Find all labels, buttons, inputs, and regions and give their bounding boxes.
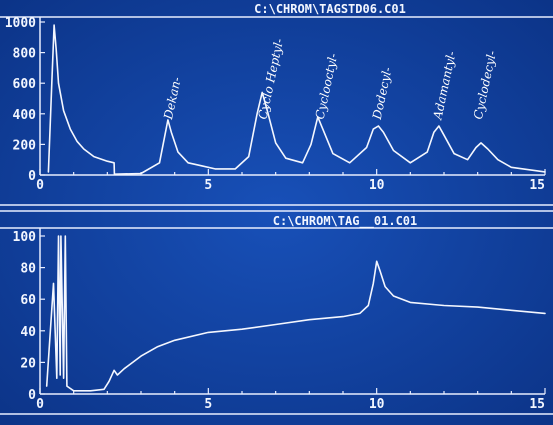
y-tick-label: 200 xyxy=(13,138,37,153)
x-tick-label: 0 xyxy=(36,178,44,193)
x-tick-label: 10 xyxy=(369,178,385,193)
chromatogram-trace xyxy=(47,24,546,175)
y-tick-label: 400 xyxy=(13,108,37,123)
x-tick-label: 0 xyxy=(36,397,44,412)
chart-title: C:\CHROM\TAG__01.C01 xyxy=(273,214,418,229)
y-tick-label: 80 xyxy=(20,262,36,277)
y-tick-label: 0 xyxy=(28,388,36,403)
y-tick-label: 40 xyxy=(20,325,36,340)
y-tick-label: 800 xyxy=(13,47,37,62)
y-tick-label: 1000 xyxy=(5,16,36,31)
bottom-chromatogram-panel: C:\CHROM\TAG__01.C01 0 20 40 60 80 100 0 5 10 15 xyxy=(0,214,553,415)
y-tick-label: 20 xyxy=(20,356,36,371)
x-tick-label: 5 xyxy=(204,397,212,412)
y-tick-label: 600 xyxy=(13,77,37,92)
chromatogram-trace xyxy=(45,235,546,392)
top-chromatogram-panel: C:\CHROM\TAGSTD06.C01 02004006008001000 … xyxy=(0,2,553,212)
x-tick-label: 5 xyxy=(204,178,212,193)
chart-title: C:\CHROM\TAGSTD06.C01 xyxy=(254,2,406,16)
y-tick-label: 100 xyxy=(13,230,37,245)
y-tick-label: 60 xyxy=(20,293,36,308)
y-tick-label: 0 xyxy=(28,169,36,184)
x-tick-label: 10 xyxy=(369,397,385,412)
x-tick-label: 15 xyxy=(529,397,545,412)
x-tick-label: 15 xyxy=(529,178,545,193)
